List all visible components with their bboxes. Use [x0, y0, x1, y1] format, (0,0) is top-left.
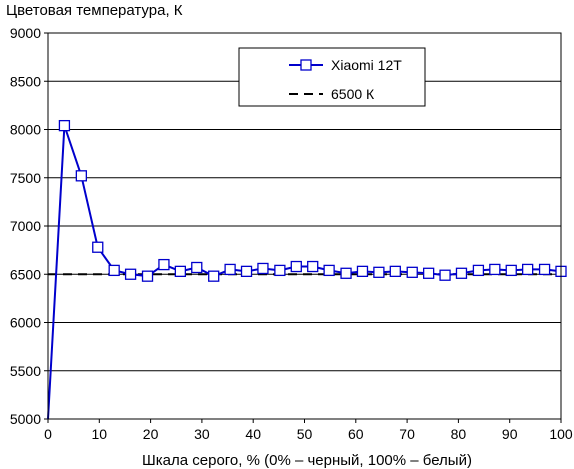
legend: Xiaomi 12T 6500 К — [238, 47, 426, 107]
x-tick-label: 20 — [143, 426, 159, 442]
legend-label-xiaomi: Xiaomi 12T — [331, 57, 402, 73]
data-point — [240, 265, 253, 278]
data-point — [340, 267, 352, 279]
data-point — [191, 261, 203, 274]
x-tick-label: 80 — [451, 426, 467, 442]
data-point — [75, 170, 87, 182]
data-point — [489, 263, 501, 276]
data-point — [224, 263, 236, 276]
series-group — [47, 119, 567, 420]
data-point — [58, 119, 71, 132]
x-tick-label: 100 — [549, 426, 573, 442]
y-axis-title: Цветовая температура, К — [6, 2, 183, 19]
data-point — [522, 263, 534, 276]
y-tick-label: 7500 — [10, 170, 41, 186]
data-point — [505, 264, 517, 277]
x-axis-title: Шкала серого, % (0% – черный, 100% – бел… — [142, 452, 472, 469]
data-point — [274, 264, 286, 277]
data-point — [307, 260, 319, 273]
x-tick-label: 60 — [348, 426, 364, 442]
data-point — [141, 270, 154, 282]
legend-label-6500k: 6500 К — [331, 86, 375, 102]
data-point — [323, 264, 335, 277]
y-tick-label: 9000 — [10, 25, 41, 41]
data-point — [108, 264, 120, 277]
plot-frame — [47, 32, 562, 420]
y-tick-label: 5000 — [10, 411, 41, 427]
data-point — [257, 262, 269, 275]
x-tick-label: 50 — [297, 426, 313, 442]
legend-box — [238, 47, 426, 107]
y-tick-label: 6000 — [10, 315, 41, 331]
data-point — [472, 264, 485, 277]
y-tick-label: 7000 — [10, 218, 41, 234]
legend-marker-xiaomi — [300, 59, 312, 71]
y-tick-label: 6500 — [10, 266, 41, 282]
y-tick-labels: 5000 5500 6000 6500 7000 7500 8000 8500 9000 — [10, 25, 48, 427]
data-point — [439, 269, 451, 281]
data-point — [356, 265, 369, 278]
data-point — [422, 267, 435, 279]
x-tick-label: 40 — [245, 426, 261, 442]
data-point — [158, 258, 170, 271]
data-point — [290, 260, 302, 273]
data-point — [92, 241, 104, 253]
y-tick-label: 5500 — [10, 363, 41, 379]
data-point — [373, 266, 385, 278]
x-tick-labels: 0 10 20 30 40 50 60 70 80 90 100 — [44, 419, 573, 442]
data-point — [455, 267, 468, 279]
x-tick-label: 90 — [502, 426, 518, 442]
x-tick-label: 0 — [44, 426, 52, 442]
data-point — [406, 266, 418, 278]
x-tick-label: 70 — [399, 426, 415, 442]
data-point — [124, 268, 137, 280]
data-point — [174, 265, 187, 278]
data-point — [389, 265, 401, 278]
x-tick-label: 30 — [194, 426, 210, 442]
data-point — [538, 263, 551, 276]
grid-lines — [48, 80, 561, 372]
y-tick-label: 8500 — [10, 73, 41, 89]
data-point — [208, 270, 220, 282]
y-tick-label: 8000 — [10, 122, 41, 138]
x-tick-label: 10 — [92, 426, 108, 442]
